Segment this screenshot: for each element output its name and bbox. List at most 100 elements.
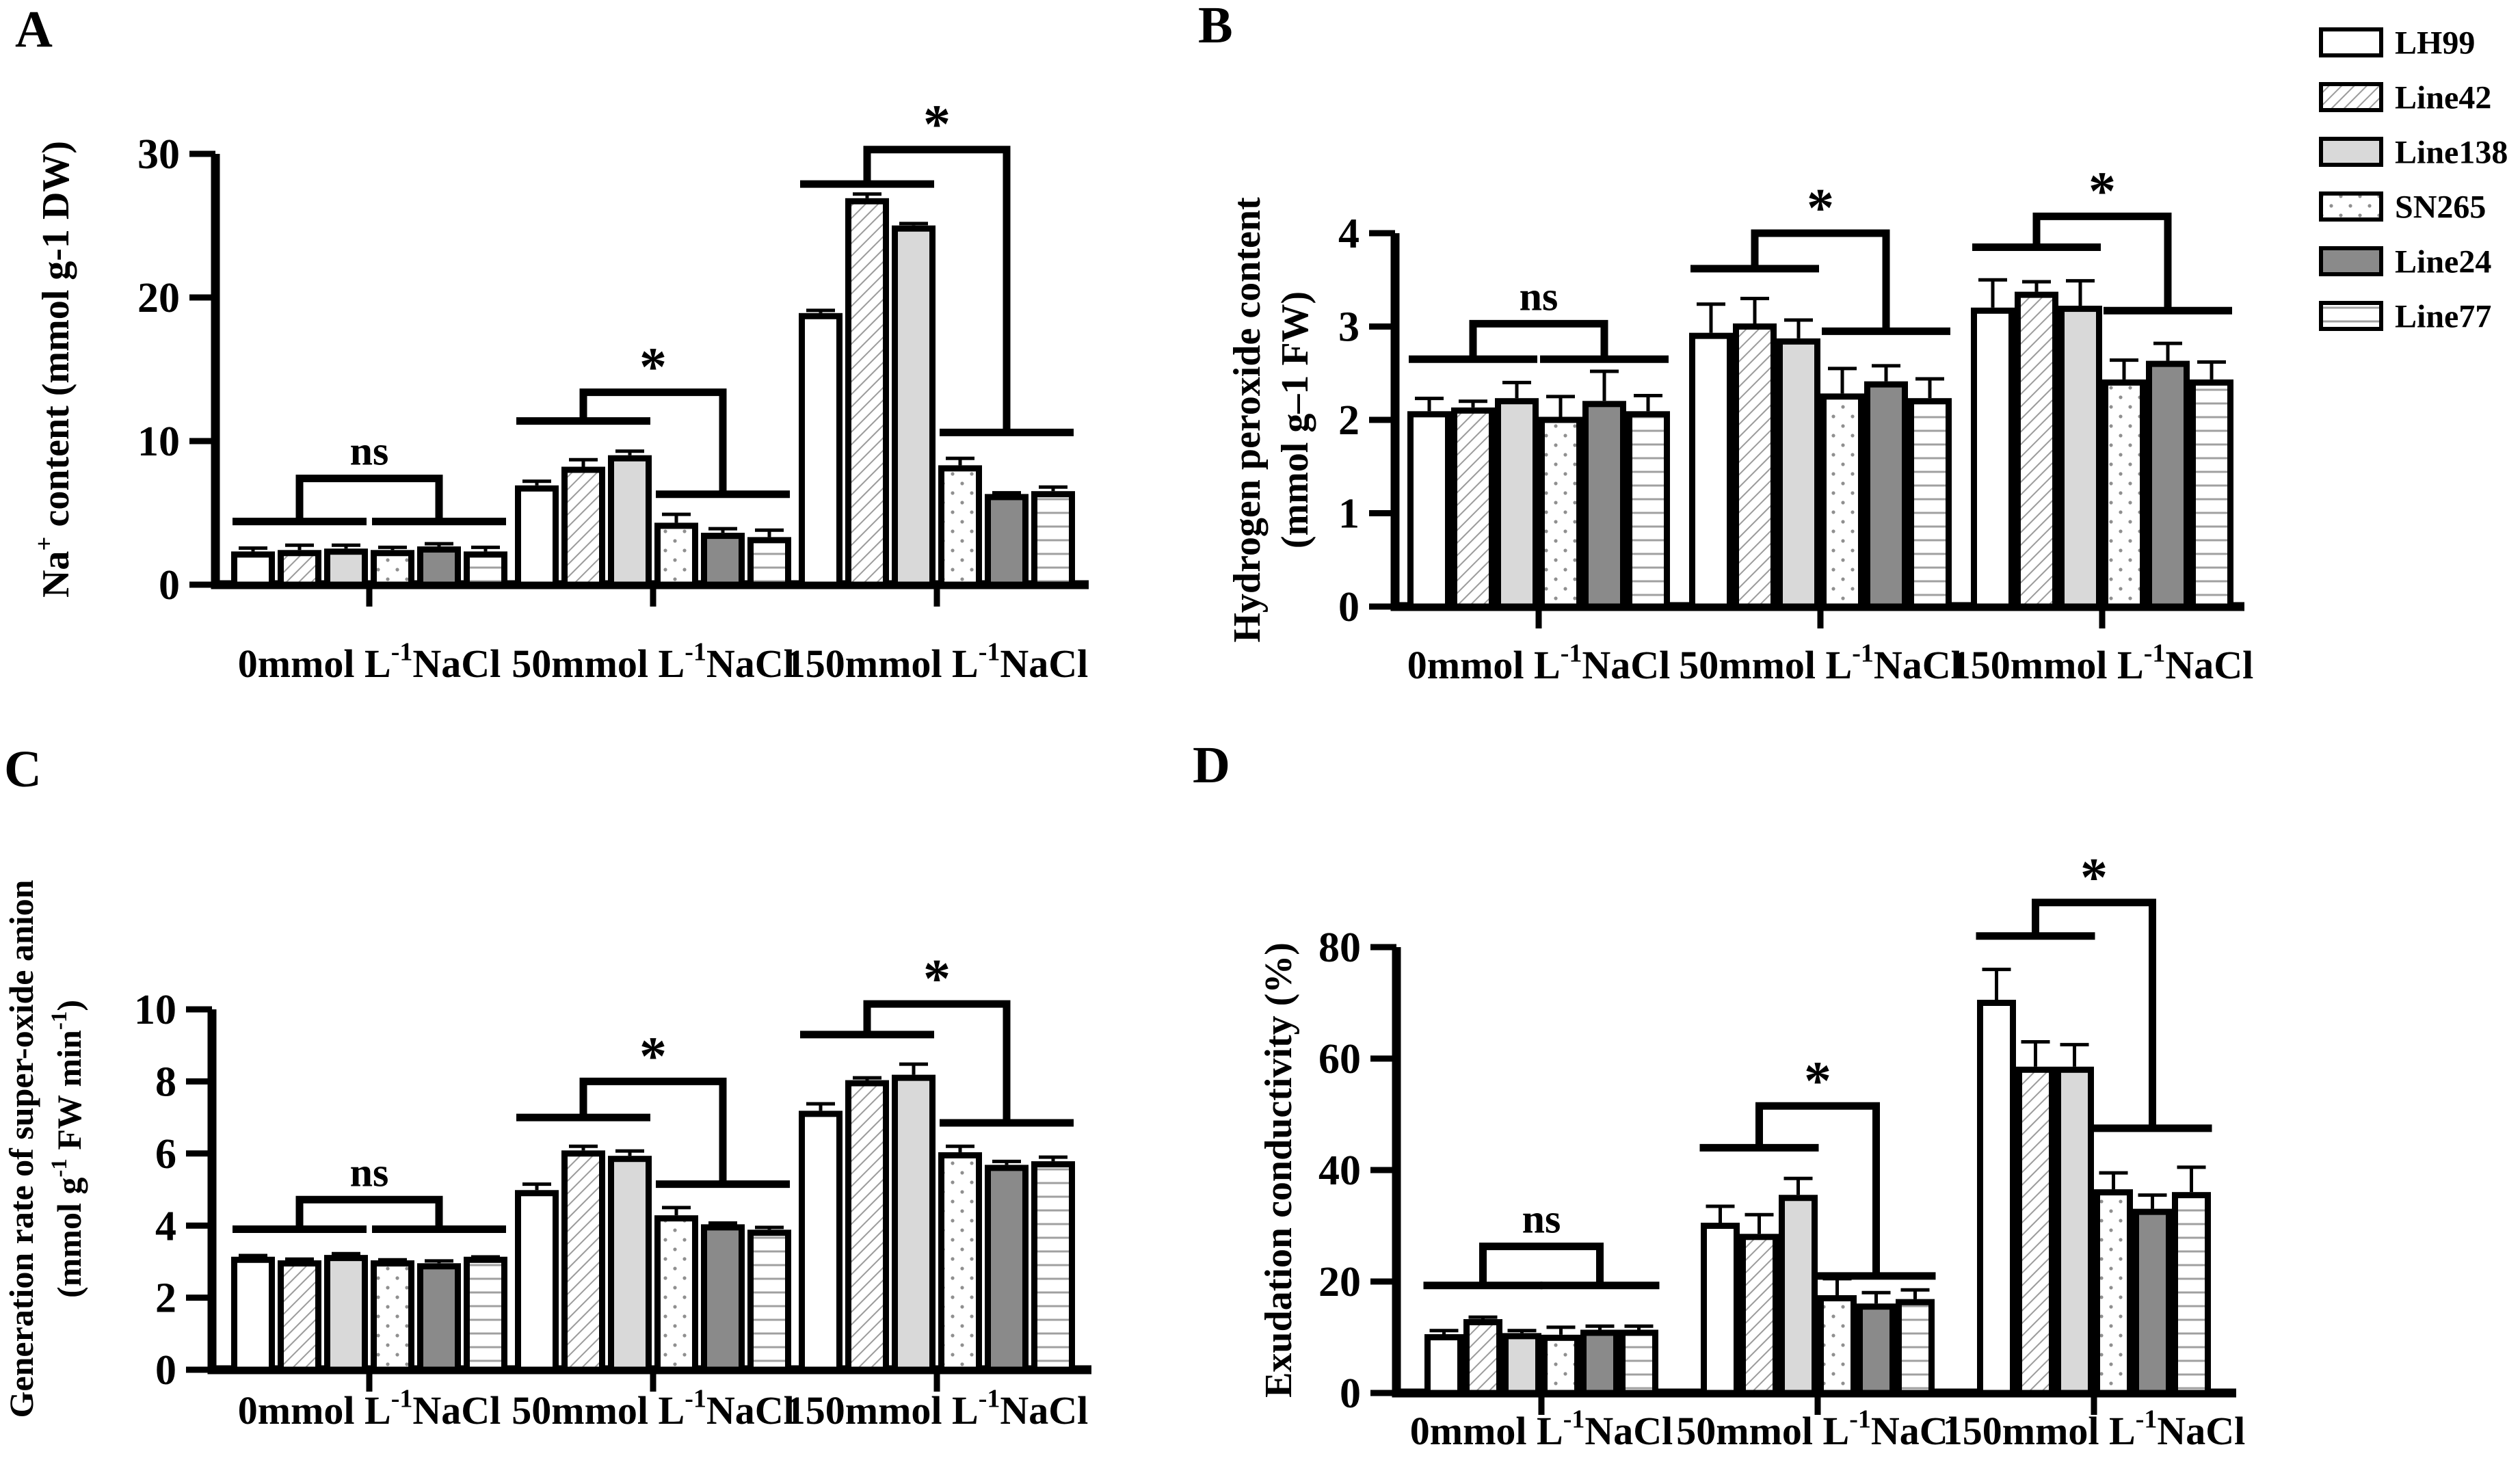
legend-label: Line138 (2395, 134, 2508, 170)
bar-Line24-cat0-D (1580, 1329, 1619, 1396)
bar-Line24-cat0-C (417, 1263, 461, 1373)
bar-Line77-cat1-D (1896, 1299, 1935, 1396)
legend-swatch-diagonal-hatch (2319, 82, 2383, 112)
significance-bracket-A-cat2: * (800, 95, 1074, 436)
bar-Line24-cat1-D (1857, 1303, 1896, 1396)
significance-label-A-cat2: * (923, 95, 951, 155)
bar-Line77-cat0-B (1626, 411, 1670, 610)
significance-bracket-D-cat1: * (1699, 1051, 1936, 1280)
y-tick-label-C: 6 (155, 1131, 176, 1178)
legend-item-LH99: LH99 (2319, 25, 2475, 61)
legend-swatch-horizontal-lines (2319, 301, 2383, 331)
panel-letter-B: B (1198, 0, 1233, 54)
x-category-label-D: 150mmol L-1NaCl (1943, 1405, 2245, 1453)
significance-label-B-cat2: * (2088, 161, 2116, 222)
bar-LH99-cat0-A (231, 551, 275, 588)
panel-letter-D: D (1193, 736, 1230, 794)
bar-Line77-cat2-D (2172, 1192, 2211, 1396)
bar-LH99-cat2-C (799, 1111, 843, 1373)
bar-SN265-cat2-C (938, 1152, 982, 1373)
bar-Line42-cat1-B (1733, 323, 1777, 610)
y-tick-label-C: 2 (155, 1275, 176, 1322)
bar-Line42-cat1-A (561, 466, 605, 588)
bar-Line42-cat2-B (2015, 291, 2058, 610)
bar-Line138-cat2-C (892, 1074, 936, 1373)
bar-LH99-cat1-A (515, 485, 559, 588)
legend: LH99 Line42 Line138 SN265 Line24 Line77 (2319, 25, 2508, 334)
panel-letter-C: C (4, 741, 42, 798)
significance-bracket-D-cat2: * (1976, 848, 2212, 1132)
y-axis-label-A: Na+ content (mmol g-1 DW) (29, 141, 77, 598)
significance-label-D-cat1: * (1804, 1051, 1831, 1111)
bar-Line77-cat0-A (464, 551, 507, 588)
bar-SN265-cat2-D (2094, 1189, 2133, 1396)
y-tick-label-B: 0 (1338, 584, 1360, 631)
significance-bracket-B-cat1: * (1690, 178, 1950, 335)
y-tick-label-C: 8 (155, 1059, 176, 1105)
significance-bracket-A-cat0: ns (233, 429, 506, 526)
panel-letter-A: A (15, 1, 53, 58)
bar-SN265-cat1-B (1820, 393, 1864, 610)
legend-swatch-dotted (2319, 191, 2383, 222)
panel-D: D 0 20 40 60 80 Exudation conductivity (%) 0mmo… (1193, 736, 2245, 1453)
y-tick-label-D: 0 (1340, 1370, 1361, 1417)
significance-bracket-C-cat0: ns (233, 1150, 506, 1233)
bar-Line42-cat0-C (278, 1260, 321, 1373)
bar-Line77-cat1-A (747, 537, 791, 588)
legend-swatch-light-gray (2319, 137, 2383, 167)
bar-Line138-cat1-A (608, 455, 652, 588)
bar-Line24-cat0-A (417, 546, 461, 588)
bar-LH99-cat0-C (231, 1256, 275, 1373)
bar-Line138-cat0-D (1502, 1333, 1541, 1396)
x-category-label-B: 0mmol L-1NaCl (1407, 639, 1670, 687)
y-tick-label-C: 10 (134, 987, 176, 1033)
y-axis-label-C: Generation rate of super-oxide anion (2, 879, 40, 1418)
significance-label-C-cat2: * (923, 949, 951, 1009)
legend-item-SN265: SN265 (2319, 189, 2486, 225)
y-tick-label-D: 20 (1318, 1259, 1361, 1305)
bar-Line138-cat0-B (1495, 398, 1539, 610)
x-category-label-A: 150mmol L-1NaCl (786, 638, 1088, 686)
bar-Line42-cat0-B (1451, 407, 1495, 610)
x-category-label-C: 50mmol L-1NaCl (512, 1385, 794, 1433)
bar-Line24-cat2-C (985, 1165, 1029, 1373)
bar-Line77-cat1-C (747, 1230, 791, 1373)
bar-LH99-cat1-B (1689, 332, 1733, 610)
bar-LH99-cat2-B (1971, 307, 2015, 610)
bar-Line24-cat1-B (1864, 381, 1908, 610)
bar-SN265-cat1-C (654, 1215, 698, 1373)
bar-Line42-cat2-A (845, 198, 889, 588)
bar-Line24-cat1-C (701, 1224, 745, 1373)
legend-item-Line42: Line42 (2319, 79, 2491, 116)
y-tick-label-A: 30 (137, 131, 180, 178)
bar-Line138-cat0-A (324, 548, 368, 588)
significance-label-C-cat0: ns (350, 1150, 389, 1195)
significance-label-B-cat1: * (1807, 178, 1834, 239)
legend-item-Line77: Line77 (2319, 298, 2491, 334)
bar-SN265-cat1-D (1818, 1295, 1857, 1396)
x-category-label-C: 0mmol L-1NaCl (238, 1385, 501, 1433)
panel-A: A 0 10 20 30 Na+ content (mmol g-1 DW) 0mmol L… (15, 1, 1089, 686)
y-axis-label-B: (mmol g–1 FW) (1274, 291, 1316, 548)
y-tick-label-B: 2 (1338, 397, 1360, 444)
bar-Line77-cat0-D (1619, 1329, 1658, 1396)
bar-Line138-cat0-C (324, 1255, 368, 1373)
bar-Line42-cat1-D (1740, 1234, 1779, 1396)
legend-swatch-white (2319, 27, 2383, 57)
bar-Line24-cat2-A (985, 494, 1029, 588)
bar-SN265-cat0-C (371, 1260, 414, 1373)
bar-Line77-cat0-C (464, 1256, 507, 1373)
bar-SN265-cat2-B (2102, 379, 2146, 610)
bar-Line42-cat2-D (2016, 1066, 2055, 1396)
bar-Line77-cat2-B (2190, 379, 2233, 610)
significance-label-B-cat0: ns (1520, 274, 1559, 319)
bar-LH99-cat0-B (1407, 411, 1451, 610)
significance-label-A-cat1: * (639, 338, 667, 398)
panel-B: B 0 1 2 3 4 Hydrogen peroxide content (mmol g–1… (1198, 0, 2253, 687)
bar-SN265-cat2-A (938, 465, 982, 588)
y-axis-label-D: Exudation conductivity (%) (1258, 942, 1300, 1398)
significance-bracket-C-cat2: * (800, 949, 1074, 1127)
bar-Line42-cat1-C (561, 1150, 605, 1373)
